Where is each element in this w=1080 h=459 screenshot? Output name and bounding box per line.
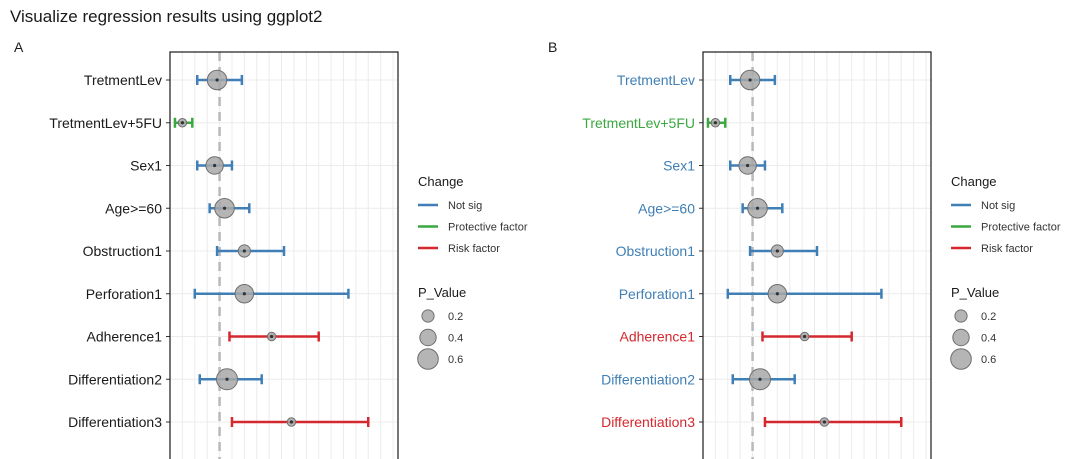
estimate-center — [213, 163, 217, 168]
forest-panel-b: B TretmentLev TretmentLev+5FU Sex1 Age>=60 Ob… — [548, 39, 1061, 459]
legend-change-label: Not sig — [448, 200, 482, 212]
y-tick-label: Adherence1 — [619, 329, 695, 345]
forest-row: Differentiation3 — [601, 414, 903, 430]
legend-pvalue-title: P_Value — [418, 285, 466, 300]
legend-pvalue-key — [419, 328, 437, 347]
legend-change-title: Change — [951, 174, 997, 189]
y-tick-label: Differentiation3 — [601, 414, 695, 430]
legend-pvalue-key — [952, 328, 970, 347]
page-title: Visualize regression results using ggplo… — [10, 7, 322, 26]
forest-row: Sex1 — [130, 156, 234, 175]
forest-row: Age>=60 — [105, 197, 251, 219]
forest-row: TretmentLev+5FU — [582, 115, 727, 131]
forest-row: Sex1 — [663, 156, 767, 175]
forest-row: Obstruction1 — [83, 243, 286, 259]
forest-row: Adherence1 — [619, 329, 853, 345]
panel-border — [702, 51, 932, 459]
legend-pvalue-key — [950, 348, 972, 370]
legend-pvalue-label: 0.2 — [448, 311, 463, 323]
y-tick-label: Obstruction1 — [616, 243, 696, 259]
forest-row: Differentiation2 — [68, 368, 263, 391]
y-tick-label: Age>=60 — [638, 200, 695, 216]
y-tick-label: TretmentLev — [617, 72, 695, 88]
legend-change-title: Change — [418, 174, 464, 189]
estimate-center — [713, 121, 717, 125]
legend-pvalue-title: P_Value — [951, 285, 999, 300]
legend-change-label: Protective factor — [981, 222, 1061, 234]
legend-pvalue-label: 0.6 — [981, 354, 996, 366]
legend-pvalue-label: 0.4 — [448, 333, 463, 345]
legend: Change Not sig Protective factor Risk facto… — [417, 174, 528, 370]
y-tick-label: Sex1 — [663, 158, 695, 174]
y-tick-label: Differentiation2 — [601, 371, 695, 387]
y-tick-label: Perforation1 — [619, 286, 695, 302]
legend-pvalue-key — [421, 309, 435, 323]
estimate-center — [748, 78, 752, 82]
estimate-center — [775, 249, 779, 253]
panel-label-b: B — [548, 39, 557, 55]
forest-row: Perforation1 — [86, 284, 350, 304]
estimate-center — [758, 377, 762, 381]
panel-border — [169, 51, 399, 459]
y-tick-label: Age>=60 — [105, 200, 162, 216]
y-tick-label: Adherence1 — [86, 329, 162, 345]
legend-change-label: Risk factor — [981, 243, 1033, 255]
legend-pvalue-label: 0.6 — [448, 354, 463, 366]
legend-pvalue-label: 0.2 — [981, 311, 996, 323]
estimate-center — [215, 78, 219, 82]
estimate-center — [270, 334, 274, 339]
legend-pvalue-label: 0.4 — [981, 333, 996, 345]
y-tick-label: Perforation1 — [86, 286, 162, 302]
estimate-center — [180, 121, 184, 125]
estimate-center — [225, 377, 229, 381]
forest-row: Differentiation3 — [68, 414, 370, 430]
forest-row: Perforation1 — [619, 284, 883, 304]
y-tick-label: TretmentLev+5FU — [49, 115, 162, 131]
legend-pvalue-key — [417, 348, 439, 370]
estimate-center — [222, 206, 227, 210]
estimate-center — [775, 292, 779, 296]
y-tick-label: Sex1 — [130, 158, 162, 174]
forest-row: TretmentLev+5FU — [49, 115, 194, 131]
estimate-center — [755, 206, 760, 210]
y-tick-label: TretmentLev+5FU — [582, 115, 695, 131]
estimate-center — [803, 334, 807, 339]
y-tick-label: Differentiation3 — [68, 414, 162, 430]
estimate-center — [289, 420, 294, 424]
y-tick-label: Differentiation2 — [68, 371, 162, 387]
legend: Change Not sig Protective factor Risk facto… — [950, 174, 1061, 370]
forest-row: Obstruction1 — [616, 243, 819, 259]
forest-row: TretmentLev — [617, 69, 777, 91]
estimate-center — [746, 163, 750, 168]
forest-row: TretmentLev — [84, 69, 244, 91]
forest-row: Age>=60 — [638, 197, 784, 219]
forest-row: Differentiation2 — [601, 368, 796, 391]
legend-change-label: Protective factor — [448, 222, 528, 234]
y-tick-label: Obstruction1 — [83, 243, 163, 259]
forest-panel-a: A TretmentLev TretmentLev+5FU Sex1 Age>=60 Ob… — [14, 39, 528, 459]
panel-label-a: A — [14, 39, 24, 55]
legend-pvalue-key — [954, 309, 968, 323]
estimate-center — [242, 292, 246, 296]
y-tick-label: TretmentLev — [84, 72, 162, 88]
estimate-center — [822, 420, 827, 424]
legend-change-label: Not sig — [981, 200, 1015, 212]
legend-change-label: Risk factor — [448, 243, 500, 255]
estimate-center — [242, 249, 246, 253]
forest-row: Adherence1 — [86, 329, 320, 345]
